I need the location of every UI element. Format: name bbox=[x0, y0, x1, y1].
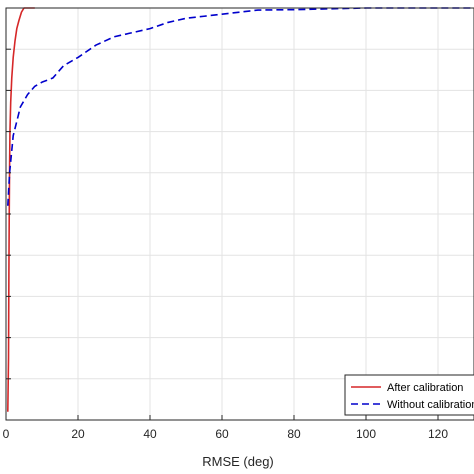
x-tick-label: 0 bbox=[3, 427, 10, 441]
x-tick-label: 60 bbox=[215, 427, 229, 441]
x-tick-label: 40 bbox=[143, 427, 157, 441]
x-axis-label: RMSE (deg) bbox=[202, 454, 274, 469]
grid-lines bbox=[5, 7, 474, 421]
legend-label-0: After calibration bbox=[387, 382, 463, 394]
series-line-1 bbox=[7, 7, 474, 206]
x-tick-label: 20 bbox=[71, 427, 85, 441]
legend: After calibration Without calibration bbox=[344, 374, 474, 416]
legend-label-1: Without calibration bbox=[387, 399, 474, 411]
x-tick-label: 80 bbox=[287, 427, 301, 441]
tick-labels: 0 20 40 60 80 100 120 bbox=[3, 427, 449, 441]
legend-box bbox=[344, 374, 474, 416]
series-line-0 bbox=[7, 7, 35, 412]
x-tick-label: 120 bbox=[428, 427, 448, 441]
x-tick-label: 100 bbox=[356, 427, 376, 441]
tick-marks bbox=[5, 7, 439, 421]
